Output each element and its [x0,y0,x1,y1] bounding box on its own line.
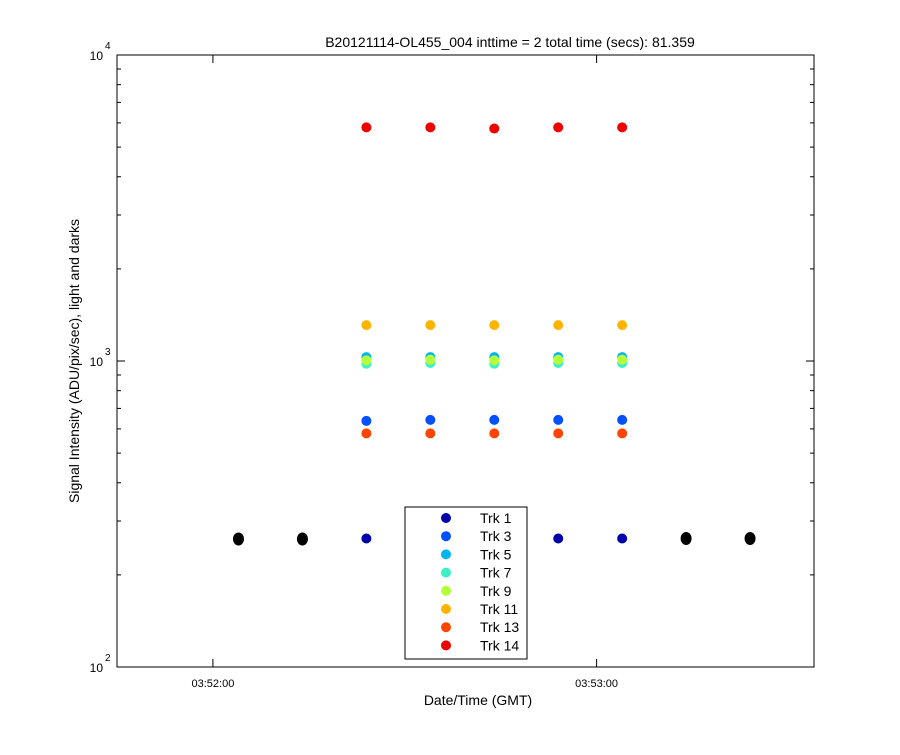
legend-marker [441,640,451,651]
data-point [361,533,372,544]
data-point [425,320,436,331]
y-tick-label: 10 [90,355,104,369]
legend-marker [441,513,451,523]
y-minor-ticks [117,68,814,576]
data-point [425,354,436,365]
data-point [425,122,436,133]
y-tick-label: 10 [90,661,104,675]
data-point [617,414,628,425]
data-point [553,320,564,331]
data-point [489,428,500,439]
data-point [489,355,500,366]
data-point [617,320,628,331]
data-point [553,354,564,365]
legend-label: Trk 9 [480,583,512,599]
legend-marker [441,585,451,596]
data-point [425,428,436,439]
dark-point [744,531,756,545]
legend-label: Trk 14 [480,637,519,653]
legend-marker [441,549,451,560]
data-point [553,533,564,544]
data-point [617,354,628,365]
legend-label: Trk 7 [480,565,512,581]
data-point [617,122,628,133]
data-point [425,414,436,425]
legend-marker [441,531,451,542]
data-point [361,415,372,426]
legend: Trk 1 Trk 3 Trk 5 Trk 7 Trk 9 Trk 11 Trk 13 Trk… [404,506,528,660]
legend-label: Trk 1 [480,510,512,526]
data-point [361,428,372,439]
y-tick-exponent: 2 [105,653,111,664]
legend-marker [441,622,451,633]
data-point [361,320,372,331]
data-point [489,320,500,331]
y-tick-label: 10 [90,49,104,63]
data-point [617,533,628,544]
y-axis-label: Signal Intensity (ADU/pix/sec), light an… [66,219,82,503]
data-point [489,414,500,425]
legend-marker [441,604,451,614]
x-tick-label: 03:53:00 [575,678,618,690]
legend-marker [441,567,451,578]
data-point [489,123,500,134]
legend-label: Trk 11 [480,601,518,617]
data-point [553,428,564,439]
dark-point [232,532,244,546]
legend-box [404,506,528,660]
legend-label: Trk 3 [480,528,512,544]
data-points [232,122,756,546]
data-point [617,428,628,439]
data-point [553,414,564,425]
data-point [553,122,564,133]
x-ticks: 03:52:00 03:53:00 [192,55,618,690]
y-tick-exponent: 4 [105,41,111,52]
dark-point [296,532,308,546]
x-tick-label: 03:52:00 [192,678,235,690]
data-point [361,355,372,366]
y-tick-exponent: 3 [105,347,111,358]
dark-point [680,531,692,545]
x-axis-label: Date/Time (GMT) [424,692,532,708]
legend-label: Trk 5 [480,546,512,562]
data-point [361,122,372,133]
chart-title: B20121114-OL455_004 inttime = 2 total ti… [325,34,695,50]
legend-label: Trk 13 [480,619,519,635]
